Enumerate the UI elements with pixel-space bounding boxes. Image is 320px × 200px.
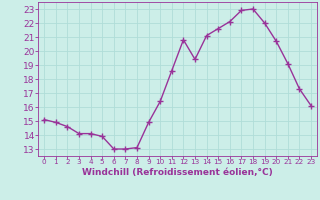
X-axis label: Windchill (Refroidissement éolien,°C): Windchill (Refroidissement éolien,°C) [82, 168, 273, 177]
